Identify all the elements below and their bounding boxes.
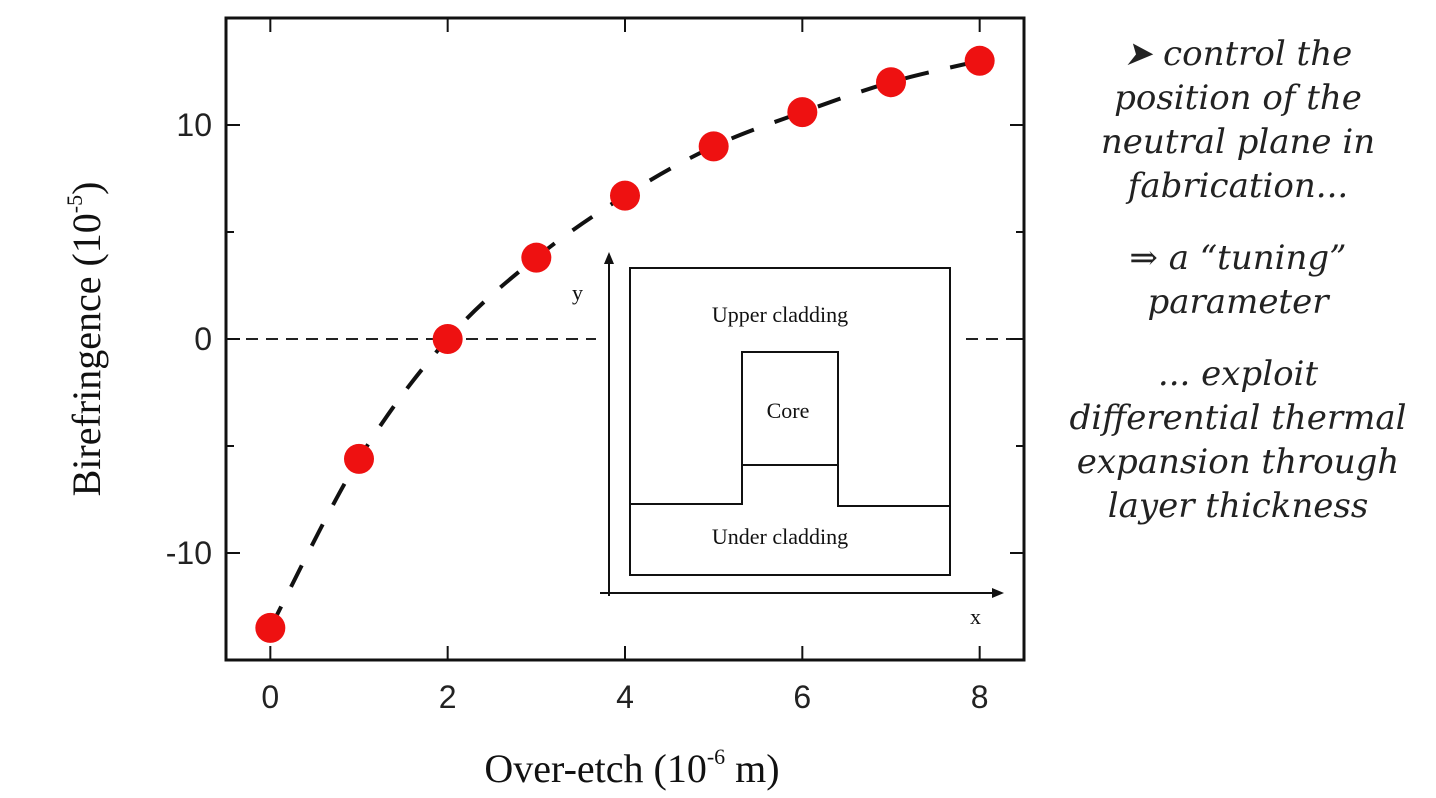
y-tick-label: 10 xyxy=(176,107,212,143)
note-line: expansion through xyxy=(1076,442,1400,482)
x-tick-label: 8 xyxy=(971,679,989,715)
waveguide-inset: y x Upper cladding Core Under cladding xyxy=(572,252,1004,629)
note-line: parameter xyxy=(1147,282,1329,322)
y-tick-label: 0 xyxy=(194,321,212,357)
x-tick-label: 4 xyxy=(616,679,634,715)
y-tick-label: -10 xyxy=(166,535,212,571)
x-tick-label: 0 xyxy=(261,679,279,715)
x-tick-label: 6 xyxy=(793,679,811,715)
under-cladding-label: Under cladding xyxy=(712,524,848,549)
core-label: Core xyxy=(767,398,810,423)
note-line: layer thickness xyxy=(1107,486,1369,526)
note-line: ➤ control the xyxy=(1123,34,1353,74)
notes-panel: ➤ control the position of the neutral pl… xyxy=(1040,32,1436,528)
data-point xyxy=(698,131,729,162)
inset-y-label: y xyxy=(572,280,583,305)
note-line: position of the xyxy=(1114,78,1362,118)
data-point xyxy=(432,324,463,354)
note-line: differential thermal xyxy=(1069,398,1407,438)
data-points xyxy=(255,45,995,643)
data-point xyxy=(255,612,286,643)
upper-cladding-label: Upper cladding xyxy=(712,302,848,327)
axis-ticks: 0 2 4 6 8 -10 0 10 xyxy=(166,17,1024,715)
data-point xyxy=(610,180,640,211)
note-line: ⇒ a “tuning” xyxy=(1129,238,1347,278)
note-line: ... exploit xyxy=(1157,354,1319,394)
y-axis-title: Birefringence (10-5) xyxy=(62,182,109,497)
x-tick-label: 2 xyxy=(439,679,457,715)
data-point xyxy=(964,45,995,76)
data-point xyxy=(521,242,552,273)
note-line: neutral plane in xyxy=(1100,122,1376,162)
data-point xyxy=(787,97,818,128)
data-point xyxy=(876,67,906,98)
data-point xyxy=(344,443,374,474)
x-axis-title: Over-etch (10-6 m) xyxy=(484,744,779,791)
note-line: fabrication... xyxy=(1127,166,1349,206)
inset-x-label: x xyxy=(970,604,981,629)
